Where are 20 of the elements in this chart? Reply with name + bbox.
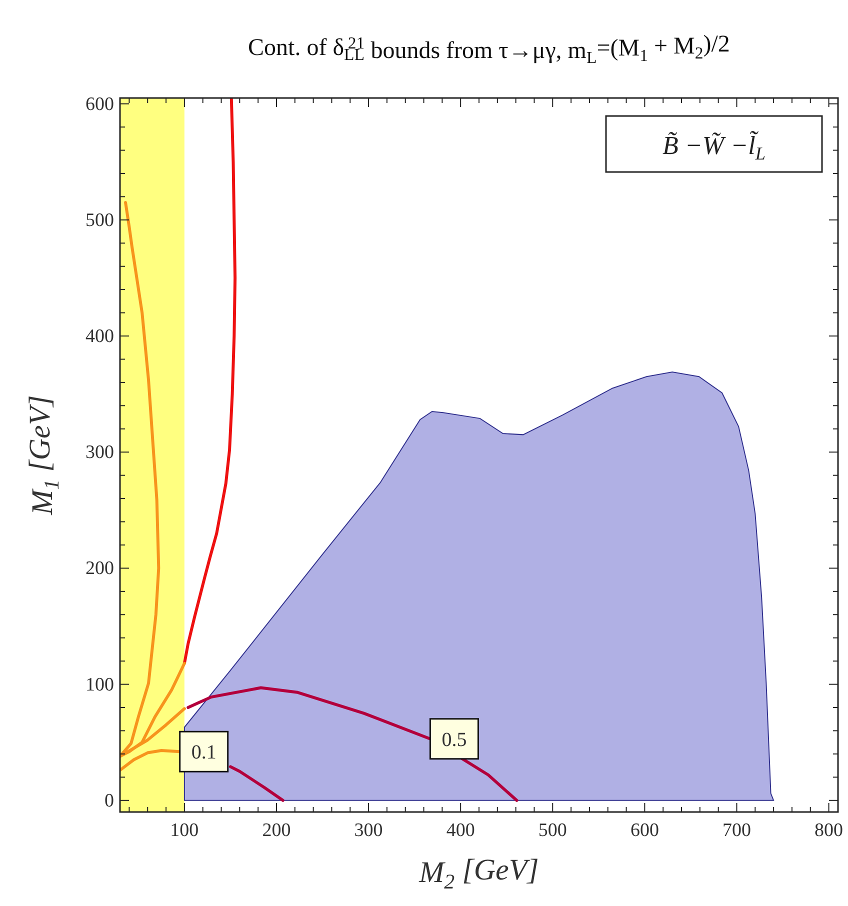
y-tick-label: 500 <box>86 210 114 231</box>
x-tick-label: 300 <box>354 820 383 841</box>
x-axis-title: M$_{2}$ [GeV] <box>418 853 539 894</box>
annotation: B̃ −W̃ −l̃$_{L}$ <box>662 130 766 164</box>
x-tick-label: 800 <box>814 820 844 841</box>
y-tick-label: 600 <box>86 94 114 115</box>
x-tick-label: 700 <box>722 820 751 841</box>
y-tick-label: 100 <box>86 674 114 696</box>
x-tick-label: 400 <box>446 820 475 841</box>
chart-title: Cont. of δ$_{LL}$$^{21}$ bounds from τ→μγ, m$_{L}$=(M$_{1}$ + M$_{2}$)/2 <box>248 31 730 67</box>
y-tick-label: 300 <box>86 442 114 464</box>
y-tick-label: 200 <box>86 558 114 580</box>
annotation: 0.1 <box>191 742 216 764</box>
x-tick-label: 100 <box>170 820 199 841</box>
x-tick-label: 200 <box>262 820 291 841</box>
y-tick-label: 0 <box>104 790 114 812</box>
x-tick-label: 600 <box>630 820 659 841</box>
annotation: 0.5 <box>442 728 467 751</box>
x-tick-label: 500 <box>538 820 567 841</box>
y-tick-label: 400 <box>86 326 114 347</box>
